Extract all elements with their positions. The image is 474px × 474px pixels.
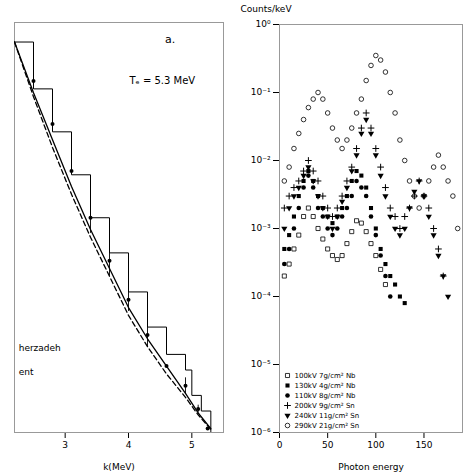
svg-text:10⁻²: 10⁻² bbox=[251, 155, 271, 165]
svg-text:110kV 8g/cm² Nb: 110kV 8g/cm² Nb bbox=[295, 392, 357, 400]
svg-text:ent: ent bbox=[19, 367, 34, 377]
svg-text:10⁻¹: 10⁻¹ bbox=[251, 87, 271, 97]
svg-text:5: 5 bbox=[189, 440, 195, 450]
svg-text:10⁻⁶: 10⁻⁶ bbox=[251, 427, 271, 437]
svg-text:10⁻³: 10⁻³ bbox=[251, 223, 271, 233]
svg-text:290kV 21g/cm² Sn: 290kV 21g/cm² Sn bbox=[295, 422, 360, 430]
svg-text:100kV 7g/cm² Nb: 100kV 7g/cm² Nb bbox=[295, 372, 357, 380]
svg-text:50: 50 bbox=[322, 440, 334, 450]
svg-text:Counts/keV: Counts/keV bbox=[241, 4, 293, 14]
svg-text:Photon energy: Photon energy bbox=[338, 462, 404, 472]
svg-text:0: 0 bbox=[277, 440, 283, 450]
svg-text:200kV 9g/cm² Sn: 200kV 9g/cm² Sn bbox=[295, 402, 355, 410]
svg-text:k(MeV): k(MeV) bbox=[103, 462, 135, 472]
svg-text:150: 150 bbox=[415, 440, 432, 450]
svg-text:Tₑ = 5.3 MeV: Tₑ = 5.3 MeV bbox=[128, 75, 195, 86]
svg-text:240kV 11g/cm² Sn: 240kV 11g/cm² Sn bbox=[295, 412, 360, 420]
svg-text:herzadeh: herzadeh bbox=[19, 343, 61, 353]
svg-text:4: 4 bbox=[126, 440, 132, 450]
svg-text:10⁰: 10⁰ bbox=[255, 19, 270, 29]
svg-text:10⁻⁵: 10⁻⁵ bbox=[251, 359, 271, 369]
svg-text:10⁻⁴: 10⁻⁴ bbox=[251, 291, 271, 301]
svg-text:130kV 4g/cm² Nb: 130kV 4g/cm² Nb bbox=[295, 382, 357, 390]
svg-text:100: 100 bbox=[367, 440, 384, 450]
svg-text:a.: a. bbox=[165, 33, 175, 46]
svg-text:3: 3 bbox=[62, 440, 68, 450]
